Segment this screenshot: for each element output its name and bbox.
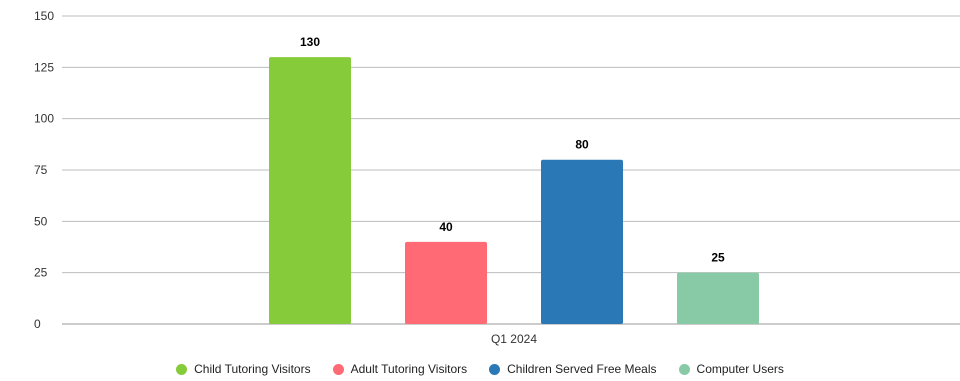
data-labels: 130 40 80 25 bbox=[300, 35, 725, 265]
bar-children-served-free-meals bbox=[541, 159, 623, 324]
legend-item: Children Served Free Meals bbox=[489, 362, 657, 376]
grid-lines bbox=[62, 15, 960, 325]
data-label: 130 bbox=[300, 35, 320, 49]
legend-item: Computer Users bbox=[678, 362, 784, 376]
y-axis-ticks: 0 25 50 75 100 125 150 bbox=[34, 9, 54, 331]
data-label: 80 bbox=[575, 138, 589, 152]
legend-swatch bbox=[678, 363, 690, 375]
data-label: 25 bbox=[711, 251, 725, 265]
x-category-label: Q1 2024 bbox=[491, 332, 537, 346]
legend-label: Children Served Free Meals bbox=[507, 362, 657, 376]
legend-label: Computer Users bbox=[696, 362, 784, 376]
legend-item: Child Tutoring Visitors bbox=[176, 362, 311, 376]
bar-computer-users bbox=[677, 272, 759, 324]
legend-swatch bbox=[176, 363, 188, 375]
chart-legend: Child Tutoring Visitors Adult Tutoring Vi… bbox=[0, 362, 960, 376]
y-tick-label: 75 bbox=[34, 163, 48, 177]
bars bbox=[269, 57, 759, 325]
y-tick-label: 0 bbox=[34, 317, 41, 331]
bar-chart: 0 25 50 75 100 125 150 130 40 80 25 Q1 2024 bbox=[34, 9, 960, 346]
bar-adult-tutoring-visitors bbox=[405, 241, 487, 324]
y-tick-label: 125 bbox=[34, 60, 54, 74]
legend-swatch bbox=[332, 363, 344, 375]
legend-label: Adult Tutoring Visitors bbox=[350, 362, 468, 376]
legend-item: Adult Tutoring Visitors bbox=[332, 362, 468, 376]
data-label: 40 bbox=[439, 220, 453, 234]
x-axis-categories: Q1 2024 bbox=[491, 332, 537, 346]
legend-label: Child Tutoring Visitors bbox=[194, 362, 311, 376]
y-tick-label: 50 bbox=[34, 214, 48, 228]
legend-swatch bbox=[489, 363, 501, 375]
y-tick-label: 150 bbox=[34, 9, 54, 23]
y-tick-label: 25 bbox=[34, 266, 48, 280]
bar-child-tutoring-visitors bbox=[269, 57, 351, 325]
y-tick-label: 100 bbox=[34, 112, 54, 126]
